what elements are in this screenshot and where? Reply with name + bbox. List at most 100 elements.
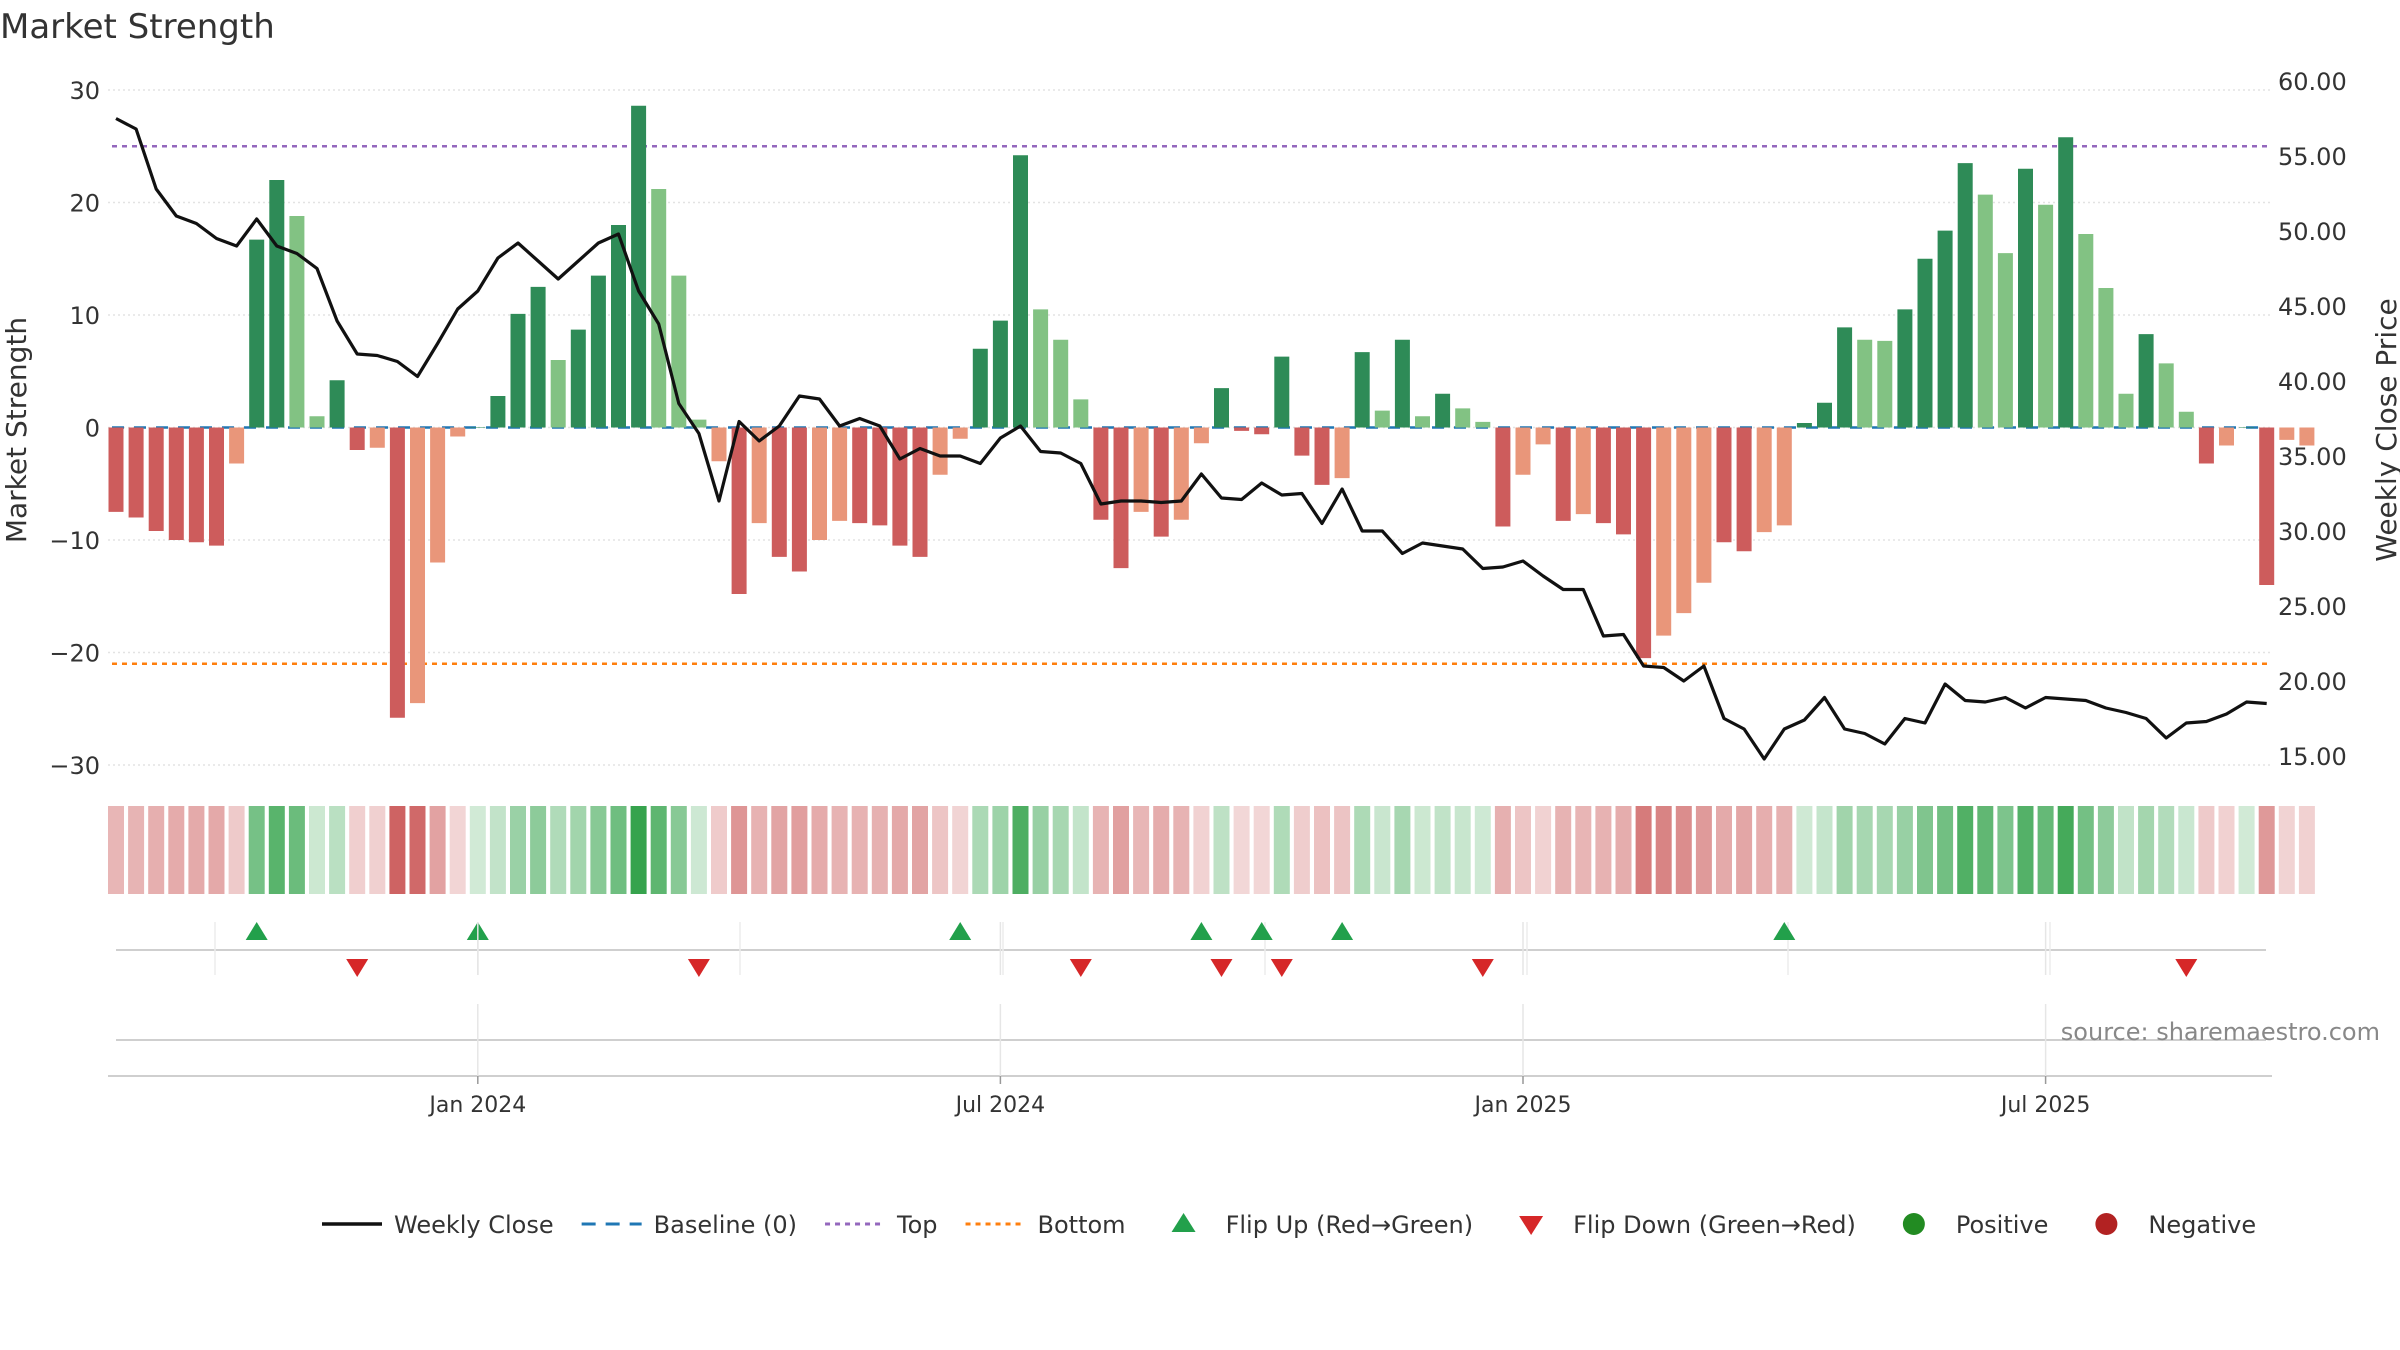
heat-cell xyxy=(1856,806,1873,894)
strength-bar xyxy=(1274,356,1290,428)
y-right-tick-label: 55.00 xyxy=(2278,143,2347,171)
strength-bar xyxy=(410,427,425,704)
heat-cell xyxy=(1937,806,1954,894)
heat-cell xyxy=(1977,806,1994,894)
strength-bar xyxy=(1636,427,1652,659)
strength-bar xyxy=(631,105,647,428)
heat-cell xyxy=(932,806,949,894)
strength-bar xyxy=(2138,334,2154,428)
strength-bar xyxy=(1435,393,1451,428)
strength-bar xyxy=(2259,427,2275,585)
heat-cell xyxy=(1213,806,1230,894)
heat-cell xyxy=(329,806,346,894)
heat-cell xyxy=(2077,806,2094,894)
strength-bar xyxy=(1857,339,1873,428)
x-tick-label: Jan 2024 xyxy=(427,1093,526,1118)
heat-cell xyxy=(811,806,828,894)
y-axis-left: 30 20 10 0 −10 −20 −30 xyxy=(49,77,100,780)
x-axis: Jan 2024 Jul 2024 Jan 2025 Jul 2025 xyxy=(427,922,2090,1118)
heat-cell xyxy=(1374,806,1391,894)
legend-item: Baseline (0) xyxy=(581,1211,797,1239)
strength-bar xyxy=(2279,427,2295,440)
heat-cell xyxy=(2158,806,2175,894)
heat-cell xyxy=(1655,806,1672,894)
y-left-tick-label: 30 xyxy=(69,77,100,105)
heat-cell xyxy=(489,806,506,894)
heat-cell xyxy=(590,806,607,894)
heat-cell xyxy=(1113,806,1129,894)
flip-down-marker xyxy=(1270,959,1293,977)
strength-bar xyxy=(992,320,1008,428)
y-right-tick-label: 50.00 xyxy=(2278,218,2347,246)
strength-bar xyxy=(349,427,365,450)
strength-heat-strip xyxy=(108,806,2315,894)
strength-bar xyxy=(209,427,224,546)
strength-bar xyxy=(2178,411,2194,428)
heat-cell xyxy=(1153,806,1170,894)
heat-cell xyxy=(429,806,446,894)
heat-cell xyxy=(1233,806,1250,894)
strength-bar xyxy=(530,286,546,428)
strength-bar xyxy=(2219,427,2234,446)
strength-bar xyxy=(1173,427,1189,520)
heat-cell xyxy=(148,806,165,894)
heat-cell xyxy=(1454,806,1471,894)
heat-cell xyxy=(871,806,888,894)
strength-bar xyxy=(430,427,446,563)
strength-bar xyxy=(972,348,988,428)
y-left-tick-label: 10 xyxy=(69,302,100,330)
y-left-tick-label: −20 xyxy=(49,640,100,668)
heat-cell xyxy=(530,806,547,894)
heat-cell xyxy=(1414,806,1431,894)
heat-cell xyxy=(1575,806,1592,894)
strength-bar xyxy=(1475,421,1491,428)
y-axis-right: 60.00 55.00 50.00 45.00 40.00 35.00 30.00 25.00… xyxy=(2278,68,2347,771)
legend-label: Positive xyxy=(1956,1211,2049,1239)
strength-bar xyxy=(188,427,204,543)
heat-cell xyxy=(1434,806,1451,894)
legend-label: Baseline (0) xyxy=(654,1211,797,1239)
heat-cell xyxy=(570,806,587,894)
strength-bar xyxy=(1616,427,1631,535)
strength-bar xyxy=(2239,427,2255,428)
legend-swatch-negative xyxy=(2095,1213,2118,1235)
legend-item: Flip Down (Green→Red) xyxy=(1519,1211,1856,1239)
heat-cell xyxy=(188,806,205,894)
legend-label: Flip Up (Red→Green) xyxy=(1226,1211,1474,1239)
heat-cell xyxy=(1716,806,1732,894)
strength-bar xyxy=(1193,427,1209,444)
heat-cell xyxy=(2138,806,2155,894)
heat-cell xyxy=(831,806,848,894)
heat-cell xyxy=(731,806,748,894)
strength-bar xyxy=(1817,402,1832,428)
x-tick-label: Jan 2025 xyxy=(1473,1093,1572,1118)
strength-bar xyxy=(1314,427,1330,485)
heat-cell xyxy=(389,806,406,894)
heat-cell xyxy=(2118,806,2134,894)
heat-cell xyxy=(2057,806,2074,894)
chart-title: Market Strength xyxy=(0,7,275,47)
y-left-tick-label: −10 xyxy=(49,527,100,555)
strength-bar xyxy=(2098,288,2114,428)
heat-cell xyxy=(1474,806,1491,894)
strength-bar xyxy=(2018,168,2033,428)
y-left-tick-label: −30 xyxy=(49,752,100,780)
strength-bar xyxy=(1555,427,1571,521)
y-axis-left-label: Market Strength xyxy=(0,317,33,543)
heat-cell xyxy=(2178,806,2195,894)
heat-cell xyxy=(1836,806,1853,894)
heat-cell xyxy=(108,806,124,894)
x-tick-label: Jul 2025 xyxy=(1999,1093,2091,1118)
heat-cell xyxy=(510,806,526,894)
heat-cell xyxy=(309,806,325,894)
strength-bar xyxy=(1455,408,1471,428)
heat-cell xyxy=(1092,806,1109,894)
flip-up-marker xyxy=(1190,922,1213,940)
strength-bar xyxy=(1033,309,1049,428)
y-right-tick-label: 60.00 xyxy=(2278,68,2347,96)
strength-bar xyxy=(912,427,928,557)
strength-bar xyxy=(249,239,265,428)
heat-cell xyxy=(1334,806,1351,894)
strength-bar xyxy=(1013,155,1028,428)
flip-up-marker xyxy=(1773,922,1796,940)
